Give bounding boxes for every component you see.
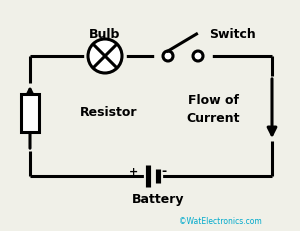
- Text: Switch: Switch: [208, 28, 255, 42]
- Text: Bulb: Bulb: [89, 28, 121, 42]
- Bar: [21, 94, 39, 132]
- Circle shape: [163, 51, 173, 61]
- Text: Resistor: Resistor: [80, 106, 137, 119]
- Text: Battery: Battery: [132, 192, 184, 206]
- Circle shape: [193, 51, 203, 61]
- Text: -: -: [161, 165, 166, 179]
- Text: +: +: [128, 167, 138, 177]
- Text: ©WatElectronics.com: ©WatElectronics.com: [178, 216, 261, 225]
- Circle shape: [88, 39, 122, 73]
- Text: Flow of: Flow of: [188, 94, 238, 107]
- Text: Current: Current: [186, 112, 240, 125]
